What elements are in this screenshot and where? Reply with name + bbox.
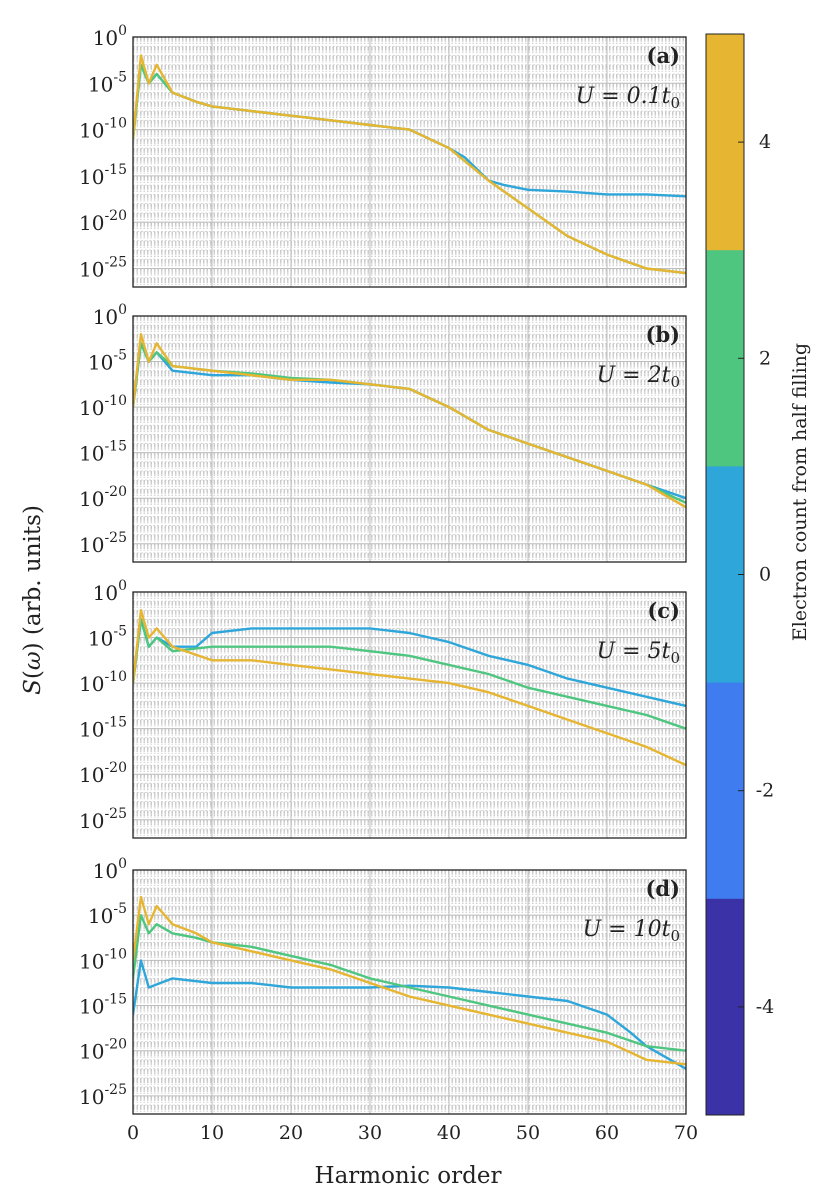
x-tick-label: 50	[516, 1122, 540, 1144]
y-tick-label: 10-10	[79, 946, 127, 973]
y-tick-label: 10-5	[88, 69, 127, 96]
y-tick-label: 10-20	[79, 208, 127, 235]
x-axis-label: Harmonic order	[315, 1163, 502, 1189]
colorbar-segment	[706, 682, 744, 900]
panel-label: (d)	[645, 876, 680, 901]
series-line-0	[133, 959, 686, 1070]
y-axis-label: S(ω) (arb. units)	[20, 505, 46, 695]
x-tick-label: 20	[279, 1122, 303, 1144]
panel-annotation: U = 0.1t0	[576, 84, 680, 112]
panel-annotation: U = 2t0	[597, 363, 680, 391]
x-tick-label: 30	[358, 1122, 382, 1144]
colorbar-segment	[706, 34, 744, 251]
panel-label: (a)	[647, 43, 680, 68]
y-tick-label: 10-10	[79, 116, 127, 143]
y-tick-label: 10-20	[79, 484, 127, 511]
y-tick-label: 10-5	[88, 348, 127, 375]
panel-annotation: U = 5t0	[597, 639, 680, 667]
y-tick-label: 10-15	[79, 439, 127, 466]
series-line-2	[133, 914, 686, 1052]
y-tick-label: 10-20	[79, 760, 127, 787]
colorbar-tick-label: 0	[759, 564, 771, 586]
colorbar-tick-label: -4	[756, 996, 775, 1018]
panel-d: 100 10-5 10-10 10-15 10-20 10-250 10 20 30 40 50 60…	[79, 856, 698, 1144]
panel-c: 100 10-5 10-10 10-15 10-20 10-25 (c) U = 5t0	[79, 578, 687, 839]
x-tick-label: 10	[200, 1122, 224, 1144]
colorbar-label: Electron count from half filling	[789, 343, 811, 641]
x-tick-label: 0	[127, 1122, 139, 1144]
axes-frame	[132, 36, 687, 288]
y-tick-label: 10-20	[79, 1037, 127, 1064]
y-tick-label: 100	[93, 856, 127, 883]
y-tick-label: 10-5	[88, 624, 127, 651]
colorbar-segment	[706, 250, 744, 467]
y-tick-label: 10-25	[79, 254, 127, 281]
x-tick-label: 60	[595, 1122, 619, 1144]
colorbar-tick-label: 2	[759, 347, 771, 369]
series-line-4	[133, 54, 686, 275]
axes-frame	[132, 869, 687, 1115]
colorbar-segment	[706, 466, 744, 684]
y-tick-label: 10-10	[79, 393, 127, 420]
y-tick-label: 10-15	[79, 992, 127, 1019]
y-tick-label: 10-5	[88, 901, 127, 928]
axes-frame	[132, 591, 687, 839]
colorbar: 4 2 0 -2 -4	[705, 33, 775, 1116]
y-tick-label: 10-15	[79, 162, 127, 189]
series-line-4	[133, 895, 686, 1066]
series-line-4	[133, 609, 686, 767]
panel-label: (c)	[647, 598, 680, 623]
axes-frame	[132, 315, 687, 563]
x-tick-label: 70	[674, 1122, 698, 1144]
y-tick-label: 10-15	[79, 715, 127, 742]
y-tick-label: 100	[93, 302, 127, 329]
y-tick-label: 10-25	[79, 806, 127, 833]
y-tick-label: 10-25	[79, 530, 127, 557]
panel-a: 100 10-5 10-10 10-15 10-20 10-25 (a) U = 0.1t0	[79, 23, 687, 288]
panel-annotation: U = 10t0	[583, 917, 680, 945]
y-tick-label: 100	[93, 23, 127, 50]
x-tick-label: 40	[437, 1122, 461, 1144]
colorbar-tick-label: -2	[756, 780, 775, 802]
colorbar-segment	[706, 898, 744, 1116]
y-tick-label: 10-25	[79, 1082, 127, 1109]
series-line-2	[133, 618, 686, 730]
y-tick-label: 100	[93, 578, 127, 605]
colorbar-tick-label: 4	[759, 131, 771, 153]
y-tick-label: 10-10	[79, 669, 127, 696]
panel-b: 100 10-5 10-10 10-15 10-20 10-25 (b) U = 2t0	[79, 302, 687, 563]
panel-label: (b)	[645, 322, 680, 347]
series-line-4	[133, 333, 686, 509]
